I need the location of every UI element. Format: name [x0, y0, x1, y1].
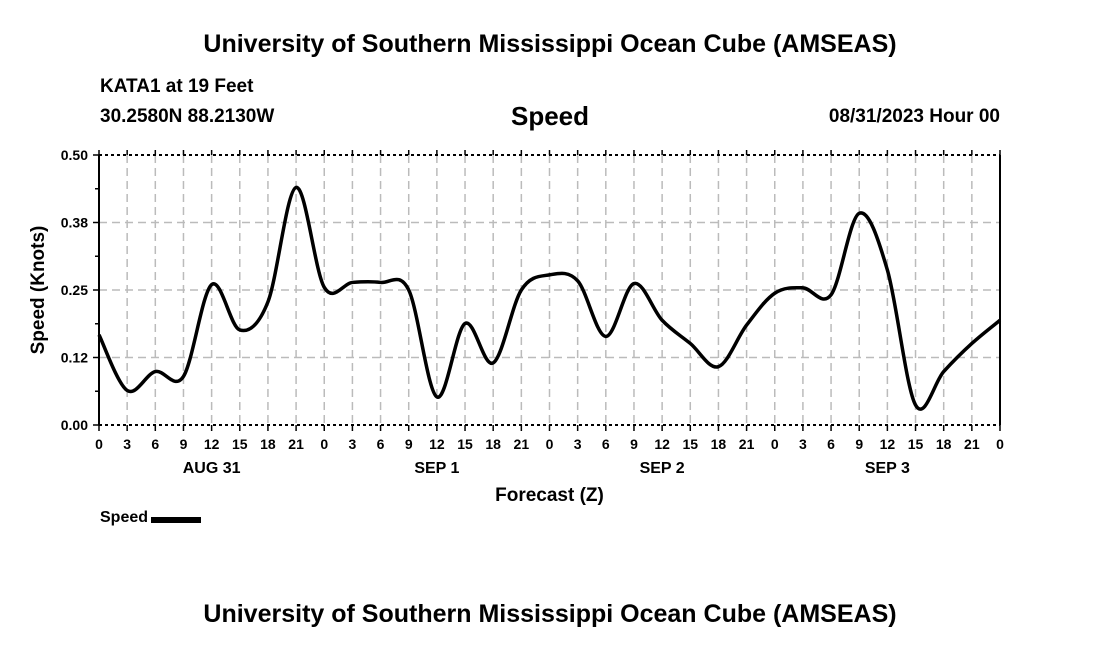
date-label: 08/31/2023 Hour 00	[828, 106, 1000, 127]
y-tick-label: 0.38	[61, 215, 88, 231]
x-tick-label: 21	[739, 436, 755, 452]
x-tick-label: 6	[602, 436, 610, 452]
chart-title: Speed	[510, 101, 590, 131]
x-tick-label: 21	[964, 436, 980, 452]
x-tick-label: 12	[654, 436, 670, 452]
day-label: SEP 2	[640, 460, 685, 477]
x-tick-label: 12	[204, 436, 220, 452]
x-tick-label: 15	[457, 436, 473, 452]
x-tick-label: 12	[429, 436, 445, 452]
x-tick-label: 0	[546, 436, 554, 452]
x-tick-label: 6	[377, 436, 385, 452]
x-tick-label: 18	[260, 436, 276, 452]
x-tick-label: 18	[711, 436, 727, 452]
x-tick-label: 21	[514, 436, 530, 452]
x-tick-label: 3	[574, 436, 582, 452]
y-tick-label: 0.25	[61, 282, 88, 298]
legend-swatch	[151, 517, 202, 523]
legend: Speed	[100, 509, 202, 527]
y-tick-label: 0.50	[61, 147, 88, 163]
x-tick-label: 9	[855, 436, 863, 452]
day-label: SEP 3	[865, 460, 910, 477]
x-tick-label: 0	[996, 436, 1004, 452]
x-tick-label: 9	[405, 436, 413, 452]
x-tick-label: 3	[799, 436, 807, 452]
x-axis-label: Forecast (Z)	[495, 485, 604, 506]
y-tick-label: 0.00	[61, 417, 88, 433]
x-tick-label: 18	[936, 436, 952, 452]
day-label: SEP 1	[414, 460, 459, 477]
coordinates-label: 30.2580N 88.2130W	[100, 106, 275, 127]
footer-title: University of Southern Mississippi Ocean…	[203, 600, 897, 628]
x-tick-label: 9	[630, 436, 638, 452]
x-tick-label: 3	[123, 436, 131, 452]
series-line-speed	[97, 185, 1002, 411]
x-tick-label: 15	[682, 436, 698, 452]
x-tick-label: 6	[151, 436, 159, 452]
x-tick-label: 0	[95, 436, 103, 452]
x-tick-label: 6	[827, 436, 835, 452]
x-tick-label: 21	[288, 436, 304, 452]
station-label: KATA1 at 19 Feet	[100, 76, 254, 97]
page-title: University of Southern Mississippi Ocean…	[203, 30, 897, 58]
x-tick-label: 15	[908, 436, 924, 452]
day-label: AUG 31	[183, 460, 241, 477]
x-tick-label: 18	[485, 436, 501, 452]
y-axis-label: Speed (Knots)	[28, 226, 49, 355]
x-tick-label: 15	[232, 436, 248, 452]
x-tick-label: 12	[880, 436, 896, 452]
x-tick-label: 0	[771, 436, 779, 452]
x-tick-label: 3	[349, 436, 357, 452]
x-tick-label: 0	[320, 436, 328, 452]
legend-label: Speed	[100, 509, 149, 526]
y-tick-label: 0.12	[61, 350, 88, 366]
x-tick-label: 9	[180, 436, 188, 452]
